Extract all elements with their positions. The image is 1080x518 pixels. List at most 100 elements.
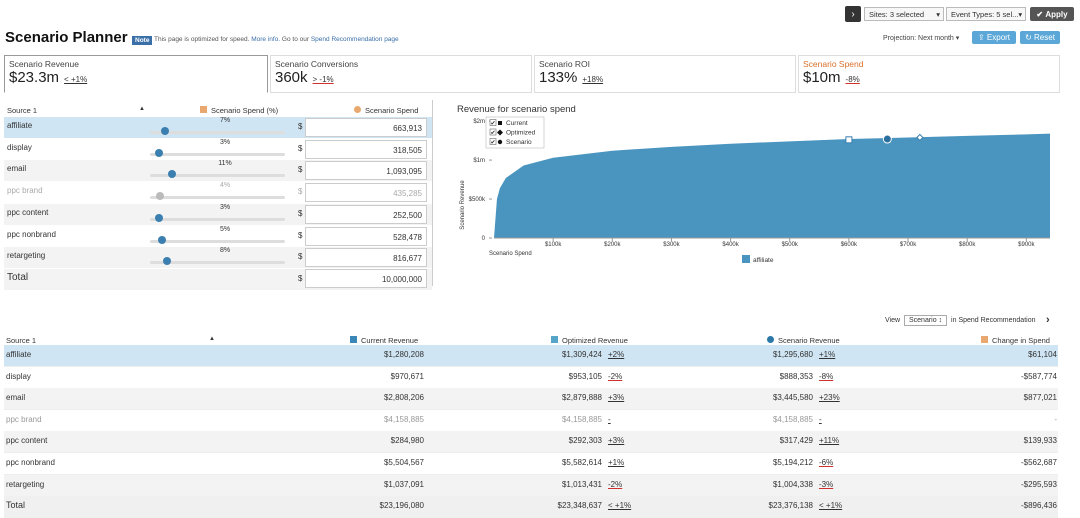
event-types-select[interactable]: Event Types: 5 sel... ▾ [946,7,1026,21]
revenue-row[interactable]: ppc content $284,980 $292,303 $317,429 $139,… [4,431,1058,454]
slider-thumb[interactable] [154,148,163,157]
slider-thumb[interactable] [156,192,165,201]
percent-label: 4% [219,182,231,190]
kpi-line: 360k > -1% [275,69,334,87]
revenue-row[interactable]: retargeting $1,037,091 $1,013,431 $1,004,33… [4,474,1058,497]
projection-label: Projection: Next month [883,35,954,42]
delta: +2% [608,350,624,359]
revenue-row[interactable]: display $970,671 $953,105 $888,353 -$587,774… [4,366,1058,389]
currency: $ [298,187,303,197]
x-tick-label: $900k [1018,242,1035,248]
spend-row[interactable]: display 3% $318,505 [4,138,432,160]
delta: < +1% [608,501,631,510]
x-tick-label: $400k [722,242,739,248]
change-in-spend: -$896,436 [1020,501,1057,511]
more-info-link[interactable]: More info. [251,36,281,43]
revenue-row[interactable]: ppc nonbrand $5,504,567 $5,582,614 $5,194,2… [4,453,1058,475]
legend-label: Scenario [506,139,532,146]
currency: $ [298,252,303,262]
page-title: Scenario Planner [5,29,128,46]
slider-thumb[interactable] [154,213,163,222]
percent-label: 3% [219,138,231,146]
spend-input[interactable]: 1,093,095 [305,161,427,181]
spend-row[interactable]: email 11% $1,093,095 [4,160,432,182]
slider-track[interactable] [150,196,285,200]
scenario-revenue: $23,376,138 [768,501,814,511]
revenue-row[interactable]: email $2,808,206 $2,879,888 $3,445,580 $877,… [4,388,1058,411]
spend-total-row: Total $10,000,000 [4,268,432,290]
kpi-label: Scenario ROI [539,59,591,69]
delta-text: +3% [608,393,625,403]
spend-row[interactable]: ppc nonbrand 5% $528,478 [4,225,432,247]
optimized-revenue: $5,582,614 [561,458,602,467]
spend-input[interactable]: 663,913 [305,118,427,137]
slider-track[interactable] [150,152,285,156]
legend-swatch [742,255,750,263]
spend-row[interactable]: retargeting 8% $816,677 [4,247,432,269]
slider-track[interactable] [150,217,285,221]
reset-button[interactable]: ↻ Reset [1020,31,1060,44]
spend-input[interactable]: 435,285 [305,183,427,203]
slider-thumb[interactable] [167,170,176,179]
source-name: ppc content [7,207,49,217]
percent-label: 5% [219,225,231,233]
export-label: Export [986,33,1011,42]
column-header: Change in Spend [992,336,1050,345]
column-header: Optimized Revenue [562,336,628,345]
x-tick-label: $100k [545,242,562,248]
scenario-revenue: $3,445,580 [772,393,813,403]
source-name: Total [6,500,26,511]
slider-track[interactable] [150,239,285,243]
delta-text: +3% [608,436,625,446]
source-name: ppc nonbrand [6,458,55,467]
delta: < +1% [819,501,842,510]
toggle-button[interactable]: › [845,6,861,22]
column-header: Current Revenue [361,336,419,345]
apply-label: Apply [1045,9,1068,19]
revenue-row[interactable]: ppc brand $4,158,885 $4,158,885 $4,158,885-… [4,409,1058,432]
note-badge: Note [132,36,153,45]
slider-thumb[interactable] [162,257,171,266]
view-select-label: Scenario [909,317,937,324]
legend-checkbox [489,128,497,136]
projection-select[interactable]: Projection: Next month ▾ [883,35,960,42]
spend-input[interactable]: 528,478 [305,226,427,246]
spend-input[interactable]: 816,677 [305,248,427,268]
change-in-spend: -$562,687 [1020,458,1057,467]
x-tick-label: $600k [841,242,858,248]
export-button[interactable]: ⇪ Export [972,31,1016,44]
view-suffix: in Spend Recommendation [951,317,1036,324]
slider-thumb[interactable] [161,127,170,135]
legend-box [485,116,545,149]
note-text: This page is optimized for speed. [154,36,250,43]
sites-select[interactable]: Sites: 3 selected ▾ [864,7,944,21]
revenue-total-row[interactable]: Total $23,196,080 $23,348,637 $23,376,138 -$… [4,496,1058,518]
source-name: email [7,164,27,174]
spend-row[interactable]: affiliate 7% $663,913 [4,117,432,138]
y-axis-label: Scenario Revenue [460,180,466,230]
kpi-card: Scenario Conversions 360k > -1% [270,55,532,93]
scenario-revenue: $4,158,885 [772,414,813,424]
current-revenue: $2,808,206 [383,393,424,403]
spend-input[interactable]: 318,505 [305,139,427,159]
current-revenue: $970,671 [390,371,424,381]
view-label: View [885,317,901,324]
kpi-value: 360k [275,69,308,86]
revenue-row[interactable]: affiliate $1,280,208 $1,309,424 $1,295,680 $… [4,345,1058,367]
slider-track[interactable] [150,261,285,265]
y-tick-label: 0 [482,236,486,242]
currency: $ [298,230,303,240]
source-name: email [6,393,26,403]
spend-link[interactable]: Spend Recommendation page [310,36,399,43]
source-name: retargeting [6,479,45,489]
spend-input[interactable]: 252,500 [305,204,427,224]
spend-row[interactable]: ppc brand 4% $435,285 [4,182,432,204]
slider-track[interactable] [150,131,285,134]
spend-row[interactable]: ppc content 3% $252,500 [4,203,432,225]
apply-button[interactable]: ✔ Apply [1030,7,1074,21]
view-next[interactable]: › [1046,314,1050,326]
view-select[interactable]: Scenario ↕ [904,315,948,326]
slider-track[interactable] [150,174,285,178]
delta-text: - [819,414,822,424]
slider-thumb[interactable] [158,235,166,244]
